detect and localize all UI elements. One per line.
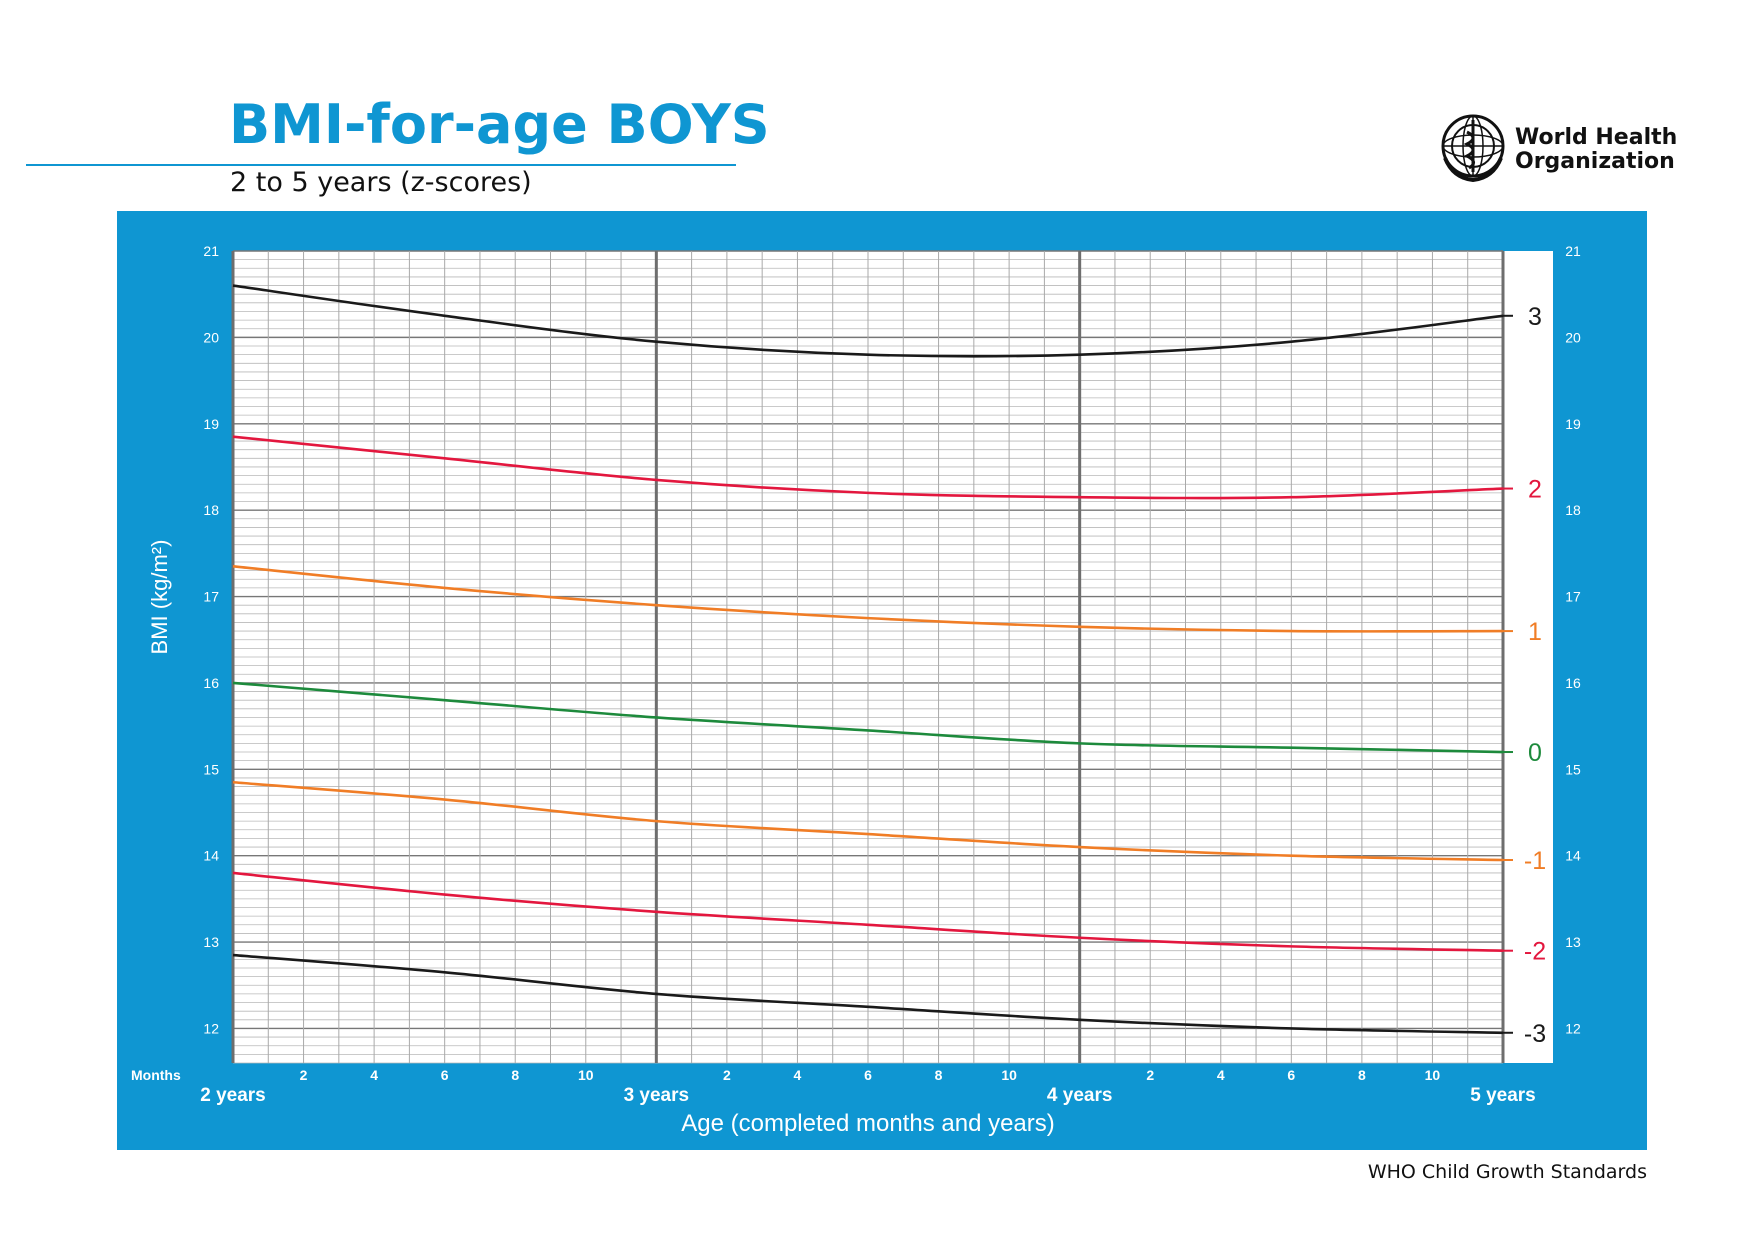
y-tick-label-right: 12 bbox=[1565, 1020, 1581, 1036]
y-tick-label-left: 15 bbox=[203, 761, 219, 777]
series-line-z3 bbox=[232, 284, 1504, 358]
y-tick-label-right: 17 bbox=[1565, 589, 1581, 605]
x-year-label: 5 years bbox=[1470, 1085, 1536, 1106]
series-label-z3: 3 bbox=[1528, 303, 1542, 331]
y-tick-label-left: 12 bbox=[203, 1020, 219, 1036]
y-tick-label-left: 13 bbox=[203, 934, 219, 950]
x-year-label: 3 years bbox=[624, 1085, 690, 1106]
x-year-label: 2 years bbox=[200, 1085, 266, 1106]
y-tick-label-right: 21 bbox=[1565, 243, 1581, 259]
y-tick-label-left: 20 bbox=[203, 329, 219, 345]
x-month-tick-label: 6 bbox=[441, 1067, 449, 1083]
y-tick-label-left: 21 bbox=[203, 243, 219, 259]
x-month-tick-label: 6 bbox=[864, 1067, 872, 1083]
x-month-tick-label: 10 bbox=[578, 1067, 594, 1083]
chart-panel: 12 12 13 13 14 14 15 15 16 16 17 17 18 18 19 19 20 20 21 21… bbox=[117, 211, 1647, 1150]
org-name-line1: World Health bbox=[1515, 125, 1678, 150]
y-tick-label-right: 16 bbox=[1565, 675, 1581, 691]
y-tick-label-left: 16 bbox=[203, 675, 219, 691]
series-label-z2: 2 bbox=[1528, 476, 1542, 504]
x-year-label: 4 years bbox=[1047, 1085, 1113, 1106]
x-month-tick-label: 8 bbox=[935, 1067, 943, 1083]
y-tick-label-left: 14 bbox=[203, 848, 219, 864]
series-line-zm1 bbox=[232, 780, 1504, 862]
y-tick-label-right: 15 bbox=[1565, 761, 1581, 777]
x-month-tick-label: 2 bbox=[1146, 1067, 1154, 1083]
y-tick-label-left: 19 bbox=[203, 416, 219, 432]
x-month-tick-label: 8 bbox=[511, 1067, 519, 1083]
y-tick-label-left: 17 bbox=[203, 589, 219, 605]
y-tick-label-right: 13 bbox=[1565, 934, 1581, 950]
x-month-tick-label: 2 bbox=[300, 1067, 308, 1083]
y-tick-label-right: 18 bbox=[1565, 502, 1581, 518]
series-line-z1 bbox=[232, 565, 1504, 633]
y-axis-title: BMI (kg/m²) bbox=[147, 540, 172, 655]
org-name-line2: Organization bbox=[1515, 149, 1675, 174]
x-month-tick-label: 10 bbox=[1425, 1067, 1441, 1083]
series-line-z0 bbox=[232, 681, 1504, 754]
series-label-z1: 1 bbox=[1528, 618, 1542, 646]
x-months-label: Months bbox=[131, 1067, 181, 1083]
x-month-tick-label: 4 bbox=[1217, 1067, 1225, 1083]
series-line-zm2 bbox=[232, 871, 1504, 953]
footer-credit: WHO Child Growth Standards bbox=[1367, 1161, 1647, 1183]
title-divider bbox=[26, 164, 736, 166]
page-subtitle: 2 to 5 years (z-scores) bbox=[230, 167, 532, 198]
y-tick-label-right: 19 bbox=[1565, 416, 1581, 432]
y-tick-label-right: 20 bbox=[1565, 329, 1581, 345]
x-month-tick-label: 10 bbox=[1001, 1067, 1017, 1083]
page-title: BMI-for-age BOYS bbox=[229, 93, 770, 156]
y-tick-label-left: 18 bbox=[203, 502, 219, 518]
who-emblem-icon bbox=[1441, 114, 1505, 183]
series-label-z0: 0 bbox=[1528, 739, 1542, 767]
series-line-z2 bbox=[232, 435, 1504, 500]
x-month-tick-label: 2 bbox=[723, 1067, 731, 1083]
x-month-tick-label: 4 bbox=[370, 1067, 378, 1083]
y-tick-label-right: 14 bbox=[1565, 848, 1581, 864]
x-axis-title: Age (completed months and years) bbox=[681, 1110, 1055, 1137]
series-label-zm2: -2 bbox=[1524, 938, 1546, 966]
x-month-tick-label: 4 bbox=[794, 1067, 802, 1083]
series-label-zm1: -1 bbox=[1524, 847, 1546, 875]
series-line-zm3 bbox=[232, 953, 1504, 1035]
org-name: World Health Organization bbox=[1515, 126, 1677, 174]
x-month-tick-label: 6 bbox=[1287, 1067, 1295, 1083]
x-month-tick-label: 8 bbox=[1358, 1067, 1366, 1083]
series-label-zm3: -3 bbox=[1524, 1020, 1546, 1048]
